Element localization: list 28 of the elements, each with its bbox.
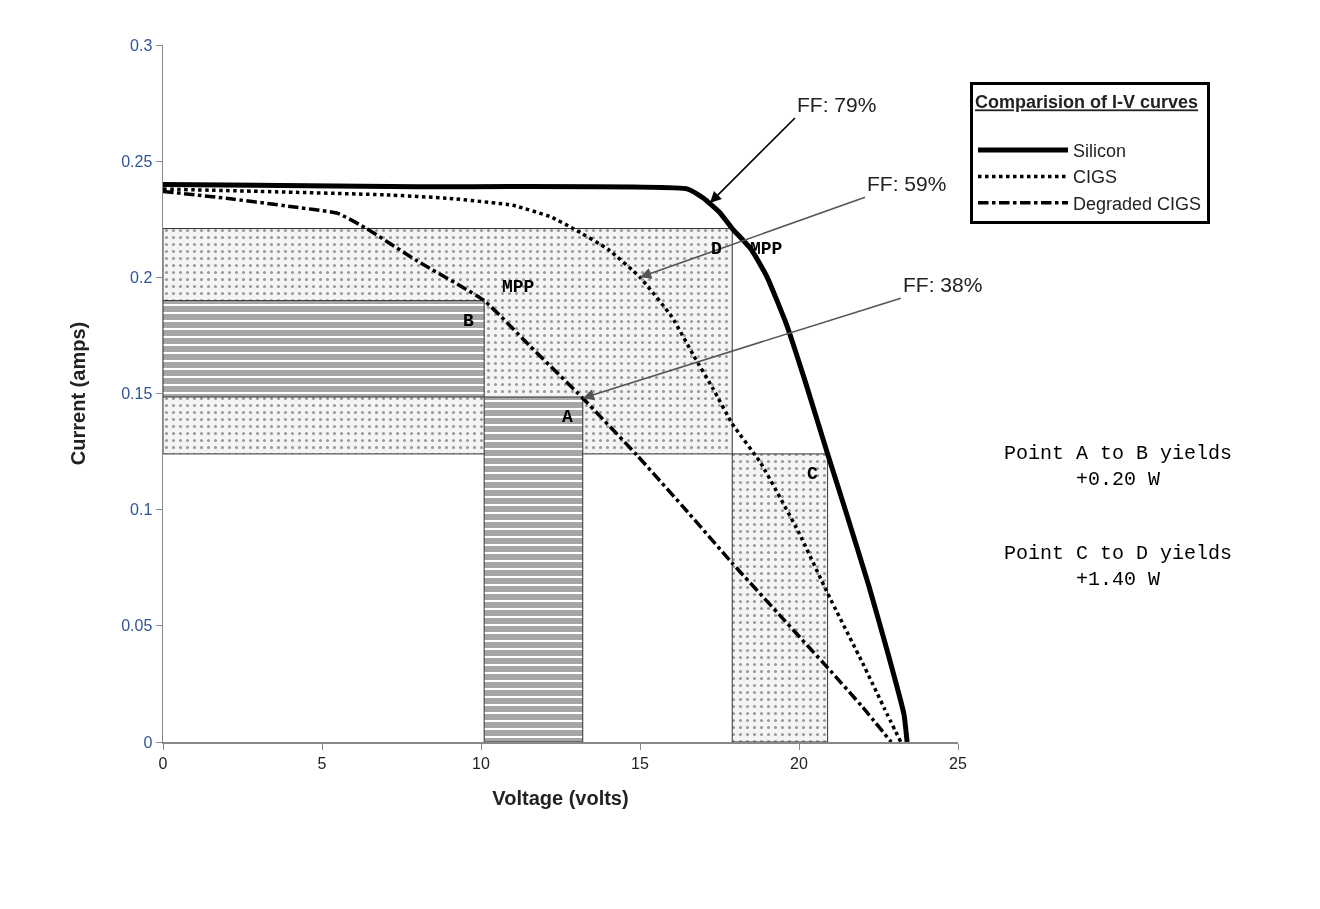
legend-title: Comparision of I-V curves — [975, 92, 1199, 113]
y-tick-label: 0 — [143, 733, 153, 751]
legend-label: Silicon — [1073, 141, 1127, 162]
y-axis-title: Current (amps) — [66, 321, 89, 466]
x-tick-label: 15 — [631, 754, 649, 772]
y-tick-label: 0.25 — [121, 152, 153, 170]
text: Point C to D yields +1.40 W — [1004, 542, 1233, 591]
legend-label: CIGS — [1073, 167, 1118, 188]
x-tick-label: 25 — [949, 754, 967, 772]
y-tick-label: 0.05 — [121, 617, 153, 635]
legend-label: Degraded CIGS — [1073, 193, 1202, 214]
x-tick-label: 10 — [472, 754, 490, 772]
annotation: FF: 38% — [903, 273, 983, 296]
x-tick-label: 0 — [158, 754, 168, 772]
y-tick-label: 0.1 — [130, 501, 153, 519]
x-axis-title: Voltage (volts) — [492, 786, 629, 809]
y-tick-label: 0.15 — [121, 385, 153, 403]
y-tick-label: 0.2 — [130, 268, 153, 286]
x-tick-label: 5 — [317, 754, 327, 772]
annotation: MPP — [502, 277, 535, 297]
annotation: FF: 59% — [867, 172, 947, 195]
y-tick-label: 0.3 — [130, 36, 153, 54]
text: Point A to B yields +0.20 W — [1004, 442, 1233, 491]
annotation: FF: 79% — [797, 93, 877, 116]
annotation: B — [463, 311, 474, 331]
x-tick-label: 20 — [790, 754, 808, 772]
annotation: A — [562, 407, 573, 427]
annotation: C — [807, 464, 818, 484]
